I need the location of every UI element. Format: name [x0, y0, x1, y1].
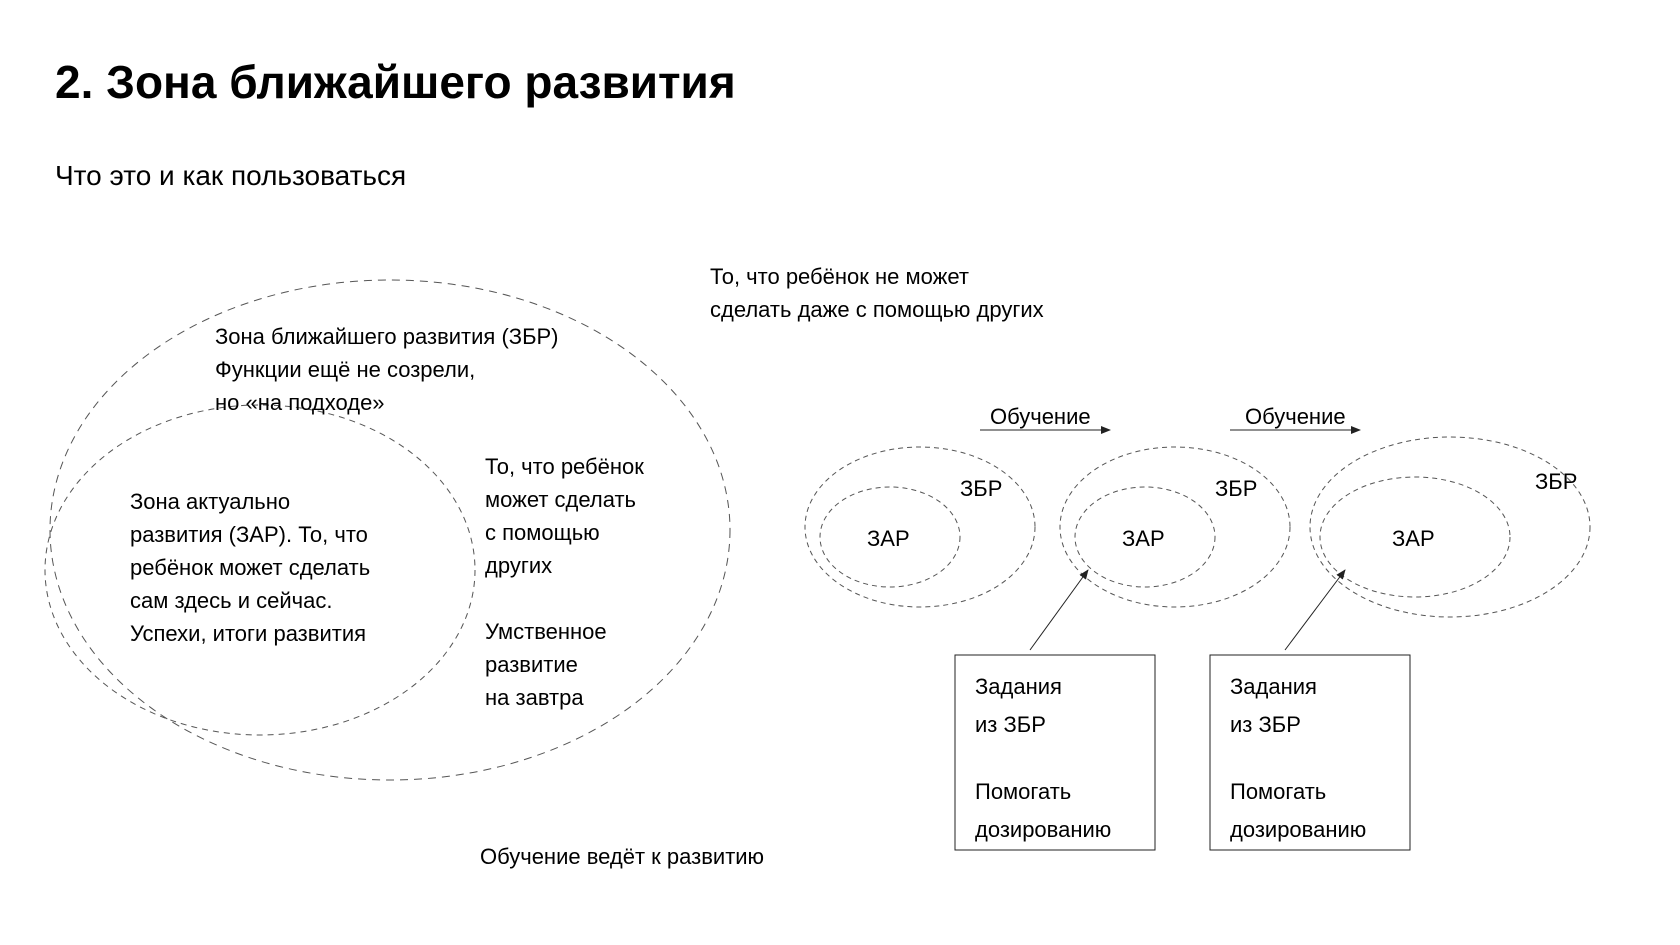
- train-label-1: Обучение: [990, 400, 1091, 433]
- task-arrow-1: [1030, 570, 1088, 650]
- top-right-note: То, что ребёнок не может сделать даже с …: [710, 260, 1130, 326]
- zar-label: Зона актуально развития (ЗАР). То, что р…: [130, 485, 430, 650]
- zbr-right-label: То, что ребёнок может сделать с помощью …: [485, 450, 705, 714]
- seq2-outer-ellipse: [1060, 447, 1290, 607]
- seq1-zbr: ЗБР: [960, 472, 1002, 505]
- box2-line1: Задания: [1230, 670, 1317, 703]
- diagram-svg: [0, 0, 1680, 945]
- train-label-2: Обучение: [1245, 400, 1346, 433]
- box1-line1: Задания: [975, 670, 1062, 703]
- seq2-zbr: ЗБР: [1215, 472, 1257, 505]
- seq3-outer-ellipse: [1310, 437, 1590, 617]
- box1-line3: Помогать: [975, 775, 1071, 808]
- box1-line2: из ЗБР: [975, 708, 1046, 741]
- zbr-label: Зона ближайшего развития (ЗБР) Функции е…: [215, 320, 575, 419]
- seq3-zbr: ЗБР: [1535, 465, 1577, 498]
- seq3-zar: ЗАР: [1392, 522, 1435, 555]
- seq2-zar: ЗАР: [1122, 522, 1165, 555]
- box2-line2: из ЗБР: [1230, 708, 1301, 741]
- slide-root: 2. Зона ближайшего развития Что это и ка…: [0, 0, 1680, 945]
- seq1-outer-ellipse: [805, 447, 1035, 607]
- box2-line3: Помогать: [1230, 775, 1326, 808]
- box2-line4: дозированию: [1230, 813, 1366, 846]
- box1-line4: дозированию: [975, 813, 1111, 846]
- middle-caption: Обучение ведёт к развитию: [480, 840, 764, 873]
- seq1-zar: ЗАР: [867, 522, 910, 555]
- task-arrow-2: [1285, 570, 1345, 650]
